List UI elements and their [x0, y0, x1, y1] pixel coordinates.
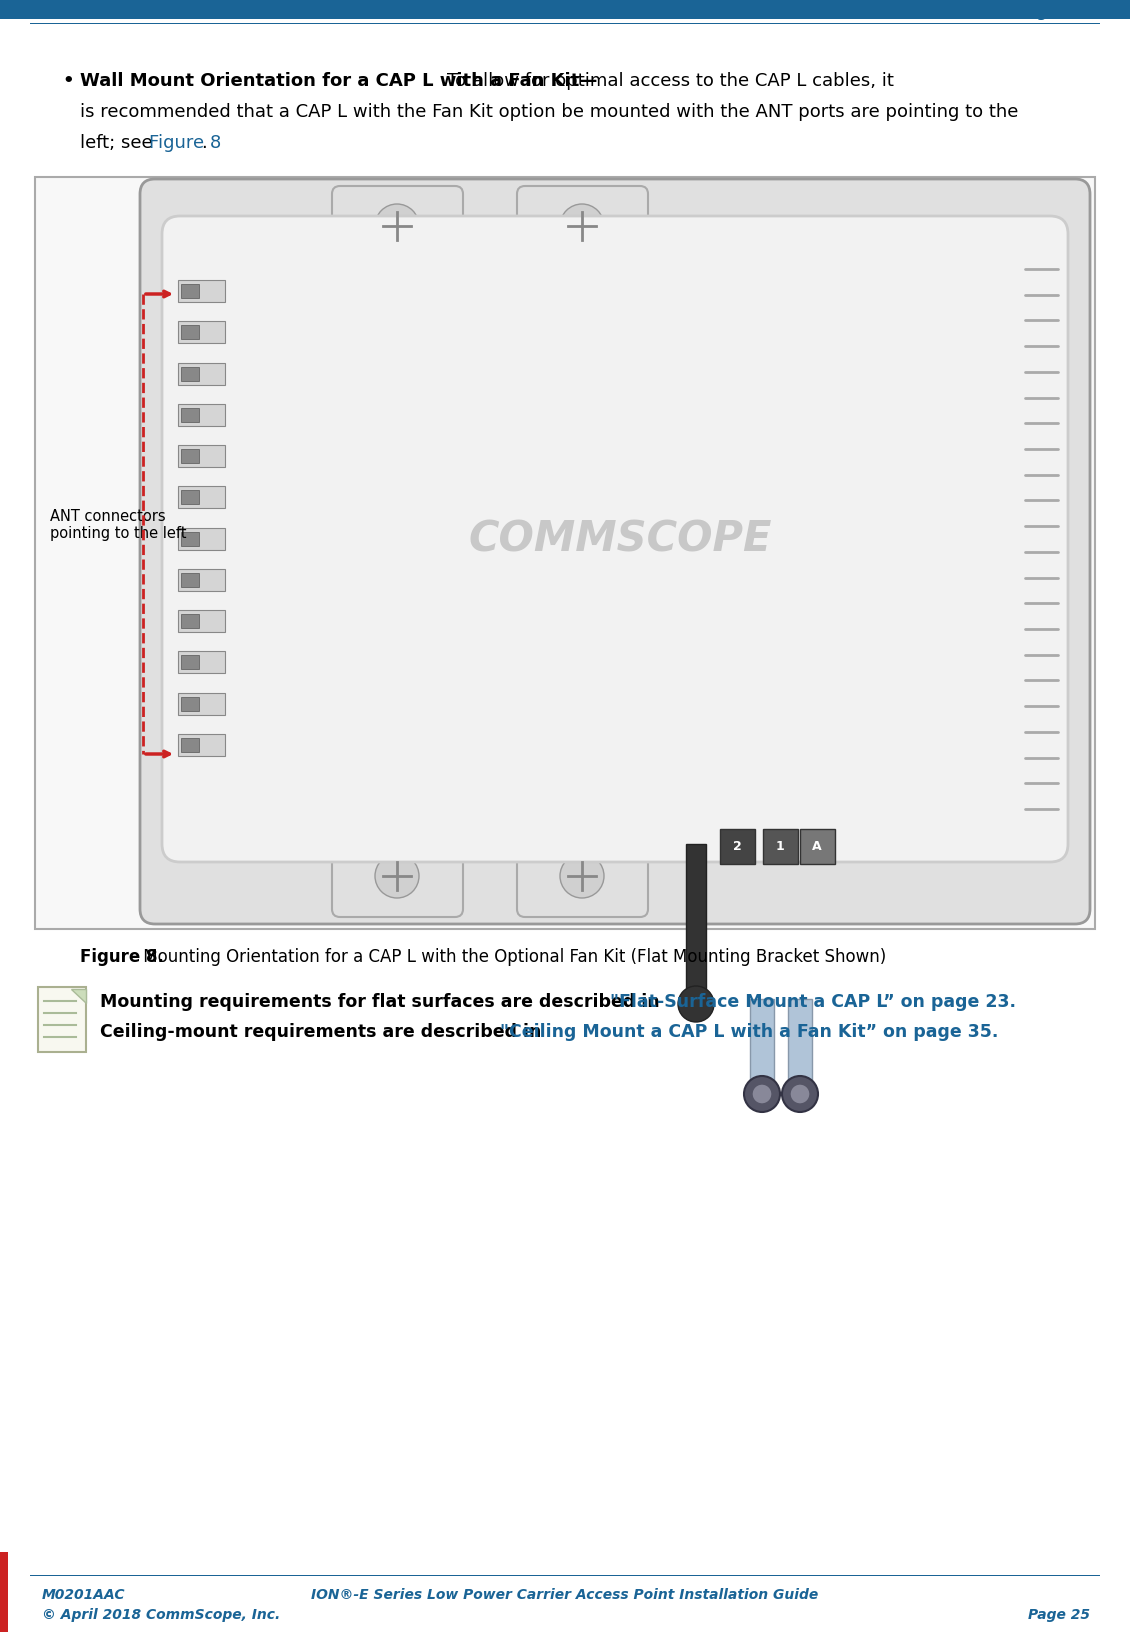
- Bar: [179, 486, 225, 509]
- Bar: [179, 529, 225, 550]
- Bar: [179, 610, 225, 633]
- Text: •: •: [62, 72, 73, 90]
- Text: A: A: [812, 840, 822, 854]
- Text: is recommended that a CAP L with the Fan Kit option be mounted with the ANT port: is recommended that a CAP L with the Fan…: [80, 103, 1018, 121]
- Circle shape: [375, 206, 419, 248]
- Text: 1: 1: [775, 840, 784, 854]
- Bar: [181, 697, 199, 712]
- Bar: [181, 532, 199, 547]
- Text: .: .: [201, 134, 207, 152]
- Bar: [763, 829, 798, 865]
- Bar: [179, 570, 225, 591]
- Bar: [181, 326, 199, 339]
- Text: Figure 8: Figure 8: [149, 134, 221, 152]
- Bar: [720, 829, 755, 865]
- Bar: [38, 987, 86, 1053]
- Bar: [179, 322, 225, 344]
- Bar: [181, 738, 199, 752]
- Text: Installing CAP Ls: Installing CAP Ls: [972, 5, 1110, 21]
- Bar: [800, 829, 835, 865]
- Bar: [179, 734, 225, 756]
- Text: Mounting requirements for flat surfaces are described in: Mounting requirements for flat surfaces …: [99, 992, 666, 1010]
- Circle shape: [782, 1077, 818, 1113]
- Bar: [181, 286, 199, 299]
- Bar: [181, 656, 199, 669]
- Bar: [181, 491, 199, 504]
- Bar: [181, 573, 199, 588]
- FancyBboxPatch shape: [332, 188, 463, 268]
- FancyBboxPatch shape: [518, 837, 647, 917]
- Bar: [179, 694, 225, 715]
- Text: 2: 2: [732, 840, 741, 854]
- FancyBboxPatch shape: [162, 217, 1068, 862]
- Text: Ceiling-mount requirements are described in: Ceiling-mount requirements are described…: [99, 1022, 547, 1040]
- Text: © April 2018 CommScope, Inc.: © April 2018 CommScope, Inc.: [42, 1608, 280, 1621]
- Bar: [181, 408, 199, 423]
- Bar: [179, 405, 225, 426]
- Bar: [788, 999, 812, 1084]
- Bar: [179, 281, 225, 304]
- Bar: [35, 178, 1095, 930]
- Text: Wall Mount Orientation for a CAP L with a Fan Kit—: Wall Mount Orientation for a CAP L with …: [80, 72, 598, 90]
- Text: Mounting Orientation for a CAP L with the Optional Fan Kit (Flat Mounting Bracke: Mounting Orientation for a CAP L with th…: [138, 948, 886, 966]
- FancyBboxPatch shape: [140, 180, 1090, 924]
- Text: M0201AAC: M0201AAC: [42, 1586, 125, 1601]
- Polygon shape: [71, 989, 86, 1004]
- Text: COMMSCOPE: COMMSCOPE: [468, 519, 772, 561]
- FancyBboxPatch shape: [518, 188, 647, 268]
- Circle shape: [744, 1077, 780, 1113]
- Bar: [179, 651, 225, 674]
- Bar: [0, 1552, 8, 1632]
- Circle shape: [560, 855, 605, 899]
- Text: Page 25: Page 25: [1028, 1608, 1090, 1621]
- FancyBboxPatch shape: [332, 837, 463, 917]
- Text: "Flat-Surface Mount a CAP L” on page 23.: "Flat-Surface Mount a CAP L” on page 23.: [610, 992, 1016, 1010]
- Bar: [181, 615, 199, 628]
- Circle shape: [678, 986, 714, 1022]
- Bar: [179, 364, 225, 385]
- Bar: [0, 0, 1130, 20]
- Circle shape: [751, 1084, 772, 1105]
- Circle shape: [375, 855, 419, 899]
- Circle shape: [790, 1084, 810, 1105]
- Text: ION®-E Series Low Power Carrier Access Point Installation Guide: ION®-E Series Low Power Carrier Access P…: [312, 1586, 818, 1601]
- Bar: [750, 999, 774, 1084]
- Text: Figure 8.: Figure 8.: [80, 948, 164, 966]
- Circle shape: [560, 206, 605, 248]
- Bar: [181, 367, 199, 382]
- Text: ANT connectors
pointing to the left: ANT connectors pointing to the left: [50, 509, 186, 540]
- Bar: [686, 844, 706, 999]
- Bar: [179, 446, 225, 468]
- Bar: [181, 450, 199, 463]
- Text: "Ceiling Mount a CAP L with a Fan Kit” on page 35.: "Ceiling Mount a CAP L with a Fan Kit” o…: [499, 1022, 999, 1040]
- Text: To allow for optimal access to the CAP L cables, it: To allow for optimal access to the CAP L…: [447, 72, 894, 90]
- Text: left; see: left; see: [80, 134, 158, 152]
